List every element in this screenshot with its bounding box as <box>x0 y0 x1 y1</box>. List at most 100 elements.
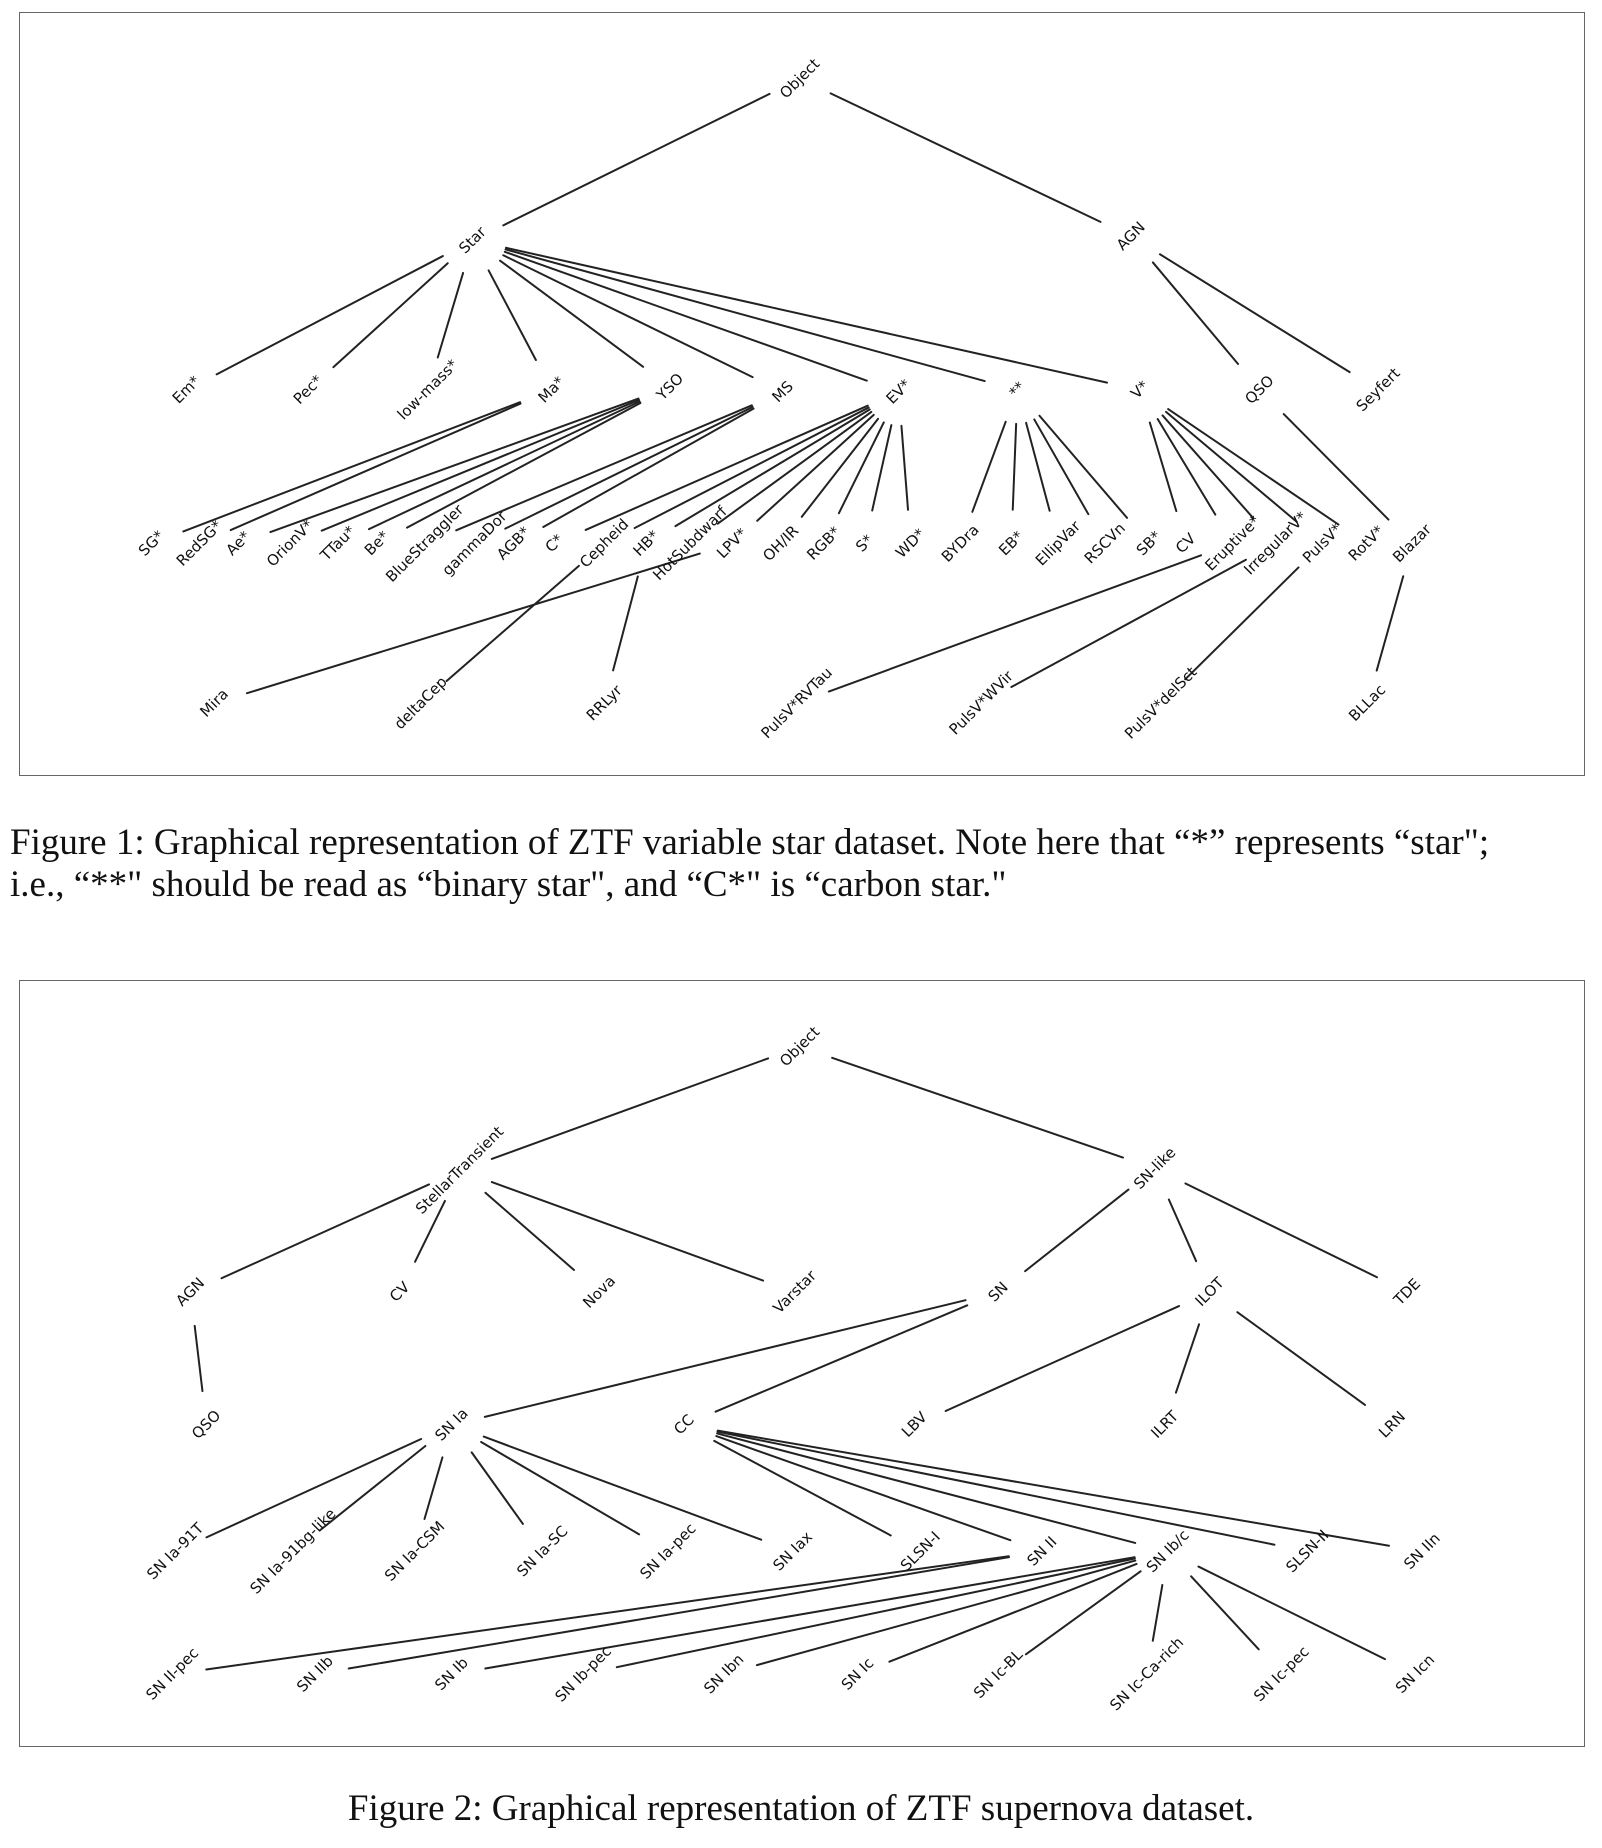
fig1-node-blazar: Blazar <box>1389 520 1435 566</box>
fig2-edge-cc-to-sn-iin <box>716 1429 1390 1547</box>
fig1-node-wd-star: WD* <box>892 525 929 562</box>
figure-2-caption: Figure 2: Graphical representation of ZT… <box>347 1788 1255 1829</box>
fig2-edge-cc-to-sn-ib-c <box>716 1432 1137 1544</box>
fig2-node-sn: SN <box>984 1278 1011 1305</box>
fig1-edge-ev-star-to-rgb-star <box>837 421 885 515</box>
figure-2-tree: Object StellarTransient SN-like AGN CV Nova Va… <box>19 980 1585 1747</box>
fig1-edge-cepheid-to-deltacep <box>445 564 580 682</box>
fig2-edge-sn-ib-c-to-sn-ib <box>484 1556 1136 1670</box>
fig2-node-sn-ia-91t: SN Ia-91T <box>143 1519 208 1584</box>
fig2-edge-stellartransient-to-cv <box>414 1199 446 1263</box>
fig1-node-rrlyr: RRLyr <box>583 681 627 725</box>
fig1-edge-v-star-to-cv <box>1148 421 1178 513</box>
fig1-node-sb-star: SB* <box>1133 527 1165 559</box>
fig2-edge-sn-like-to-sn <box>1024 1188 1130 1273</box>
fig2-node-lrn: LRN <box>1375 1408 1409 1442</box>
fig1-node-ev-star: EV* <box>882 375 914 407</box>
fig2-edge-ilot-to-ilrt <box>1174 1323 1201 1394</box>
fig2-edge-sn-to-cc <box>714 1304 969 1413</box>
fig1-edge-object-to-star <box>502 92 771 227</box>
fig1-edge-ev-star-to-c-star <box>584 404 869 531</box>
fig1-node-cv: CV <box>1172 529 1200 557</box>
fig1-node-star: Star <box>455 222 490 257</box>
fig1-edge-v-star-to-irregularv-star <box>1161 414 1255 520</box>
fig2-node-lbv: LBV <box>898 1408 931 1441</box>
figure-1-tree-svg: Object Star AGN Em* Pec* low-mass* Ma* YSO MS EV*… <box>135 55 1436 743</box>
fig2-edge-sn-ii-to-sn-ii-pec <box>205 1555 1010 1671</box>
fig2-edge-stellartransient-to-varstar <box>490 1181 765 1282</box>
fig1-edge-star-to-star-star <box>504 248 986 383</box>
fig2-edge-object-to-stellartransient <box>490 1057 770 1160</box>
fig1-node-bllac: BLLac <box>1345 681 1389 725</box>
fig1-node-pec-star: Pec* <box>290 371 327 408</box>
fig1-node-hb-star: HB* <box>629 526 663 560</box>
fig1-edge-lpv-star-to-mira <box>245 552 701 695</box>
fig1-node-c-star: C* <box>542 530 568 556</box>
fig1-node-cepheid: Cepheid <box>576 515 632 571</box>
fig1-edge-yso-to-orionv-star <box>320 398 641 532</box>
fig1-edge-eruptive-star-to-pulsv-starrvtau <box>827 554 1203 693</box>
fig2-edge-sn-ib-c-to-sn-ic-bl <box>1024 1570 1142 1656</box>
fig2-node-sn-like: SN-like <box>1130 1144 1179 1193</box>
fig2-edge-cc-to-slsn-ii <box>716 1430 1276 1546</box>
fig2-node-agn: AGN <box>172 1274 208 1310</box>
fig1-edge-agn-to-seyfert <box>1158 253 1351 374</box>
fig1-node-seyfert: Seyfert <box>1353 364 1404 415</box>
fig1-node-ae-star: Ae* <box>222 527 254 559</box>
fig2-node-tde: TDE <box>1389 1275 1424 1310</box>
fig1-edge-star-star-to-eb-star <box>1011 422 1018 511</box>
fig1-edge-hb-star-to-rrlyr <box>612 575 639 672</box>
fig1-edge-v-star-to-rotv-star <box>1167 408 1340 526</box>
fig2-edge-stellartransient-to-nova <box>484 1191 575 1271</box>
fig1-node-star-star: ** <box>1005 378 1029 402</box>
fig2-node-sn-ic: SN Ic <box>838 1654 878 1694</box>
fig2-edge-sn-ia-to-sn-ia-91bg-like <box>318 1444 427 1532</box>
fig1-node-object: Object <box>776 55 823 102</box>
fig2-edge-sn-ii-to-sn-iib <box>347 1556 1010 1670</box>
fig2-node-sn-ia-91bg-like: SN Ia-91bg-like <box>247 1505 340 1598</box>
fig2-node-sn-ic-bl: SN Ic-BL <box>970 1645 1027 1702</box>
fig1-node-pulsv-starrvtau: PulsV*RVTau <box>757 664 835 742</box>
fig1-node-ma-star: Ma* <box>534 372 568 406</box>
fig2-edge-sn-ia-to-sn-ia-sc <box>470 1451 524 1525</box>
fig2-node-stellartransient: StellarTransient <box>412 1123 507 1218</box>
fig2-edge-object-to-sn-like <box>831 1056 1124 1159</box>
fig2-node-sn-icn: SN Icn <box>1392 1651 1438 1697</box>
fig2-edge-sn-ib-c-to-sn-ic <box>888 1562 1138 1663</box>
figure-2-tree-svg: Object StellarTransient SN-like AGN CV Nova Va… <box>142 1023 1444 1715</box>
fig2-edge-cc-to-sn-ii <box>715 1435 1012 1542</box>
fig2-node-sn-ib-c: SN Ib/c <box>1143 1526 1193 1576</box>
fig2-node-sn-iax: SN Iax <box>769 1528 816 1575</box>
fig1-edge-ms-to-gammador <box>504 405 754 530</box>
fig1-node-ttau-star: TTau* <box>316 522 359 565</box>
fig1-edge-star-star-to-bydra <box>971 420 1007 513</box>
figure-1-caption-line-2: i.e., “**" should be read as “binary sta… <box>10 864 1007 905</box>
fig1-edge-irregularv-star-to-pulsv-starwvir <box>1010 558 1247 689</box>
fig2-node-cc: CC <box>670 1411 697 1438</box>
fig1-edge-star-to-ev-star <box>503 250 868 382</box>
fig2-edge-sn-ia-to-sn-ia-pec <box>480 1440 641 1536</box>
fig1-node-mira: Mira <box>196 685 232 721</box>
fig1-edge-v-star-to-pulsv-star <box>1165 410 1298 523</box>
fig1-edge-star-to-low-mass-star <box>436 271 465 359</box>
figure-1-tree: Object Star AGN Em* Pec* low-mass* Ma* YSO MS EV*… <box>19 12 1585 776</box>
fig2-node-sn-iin: SN IIn <box>1400 1529 1444 1573</box>
fig2-edge-agn-to-qso <box>193 1324 204 1393</box>
fig2-node-cv: CV <box>386 1278 414 1306</box>
fig1-edge-star-to-em-star <box>215 255 444 376</box>
fig1-edge-v-star-to-eruptive-star <box>1156 418 1217 516</box>
fig1-node-bydra: BYDra <box>938 521 983 566</box>
fig2-edge-sn-ia-to-sn-ia-csm <box>423 1456 444 1520</box>
fig1-node-pulsv-stardelsct: PulsV*delSct <box>1121 663 1201 743</box>
fig2-edge-stellartransient-to-agn <box>220 1183 430 1280</box>
fig1-edge-qso-to-blazar <box>1282 413 1390 521</box>
fig2-edge-sn-like-to-tde <box>1184 1182 1378 1279</box>
fig2-edge-sn-ia-to-sn-ia-91t <box>205 1438 423 1539</box>
fig2-edge-sn-ib-c-to-sn-ic-ca-rich <box>1151 1583 1164 1642</box>
fig1-edge-yso-to-be-star <box>406 401 642 529</box>
fig1-node-rscvn: RSCVn <box>1081 519 1129 567</box>
fig1-node-v-star: V* <box>1127 377 1153 403</box>
fig1-edge-agn-to-qso <box>1151 261 1240 365</box>
fig2-node-slsn-i: SLSN-I <box>897 1528 944 1575</box>
fig1-node-rotv-star: RotV* <box>1345 522 1388 565</box>
